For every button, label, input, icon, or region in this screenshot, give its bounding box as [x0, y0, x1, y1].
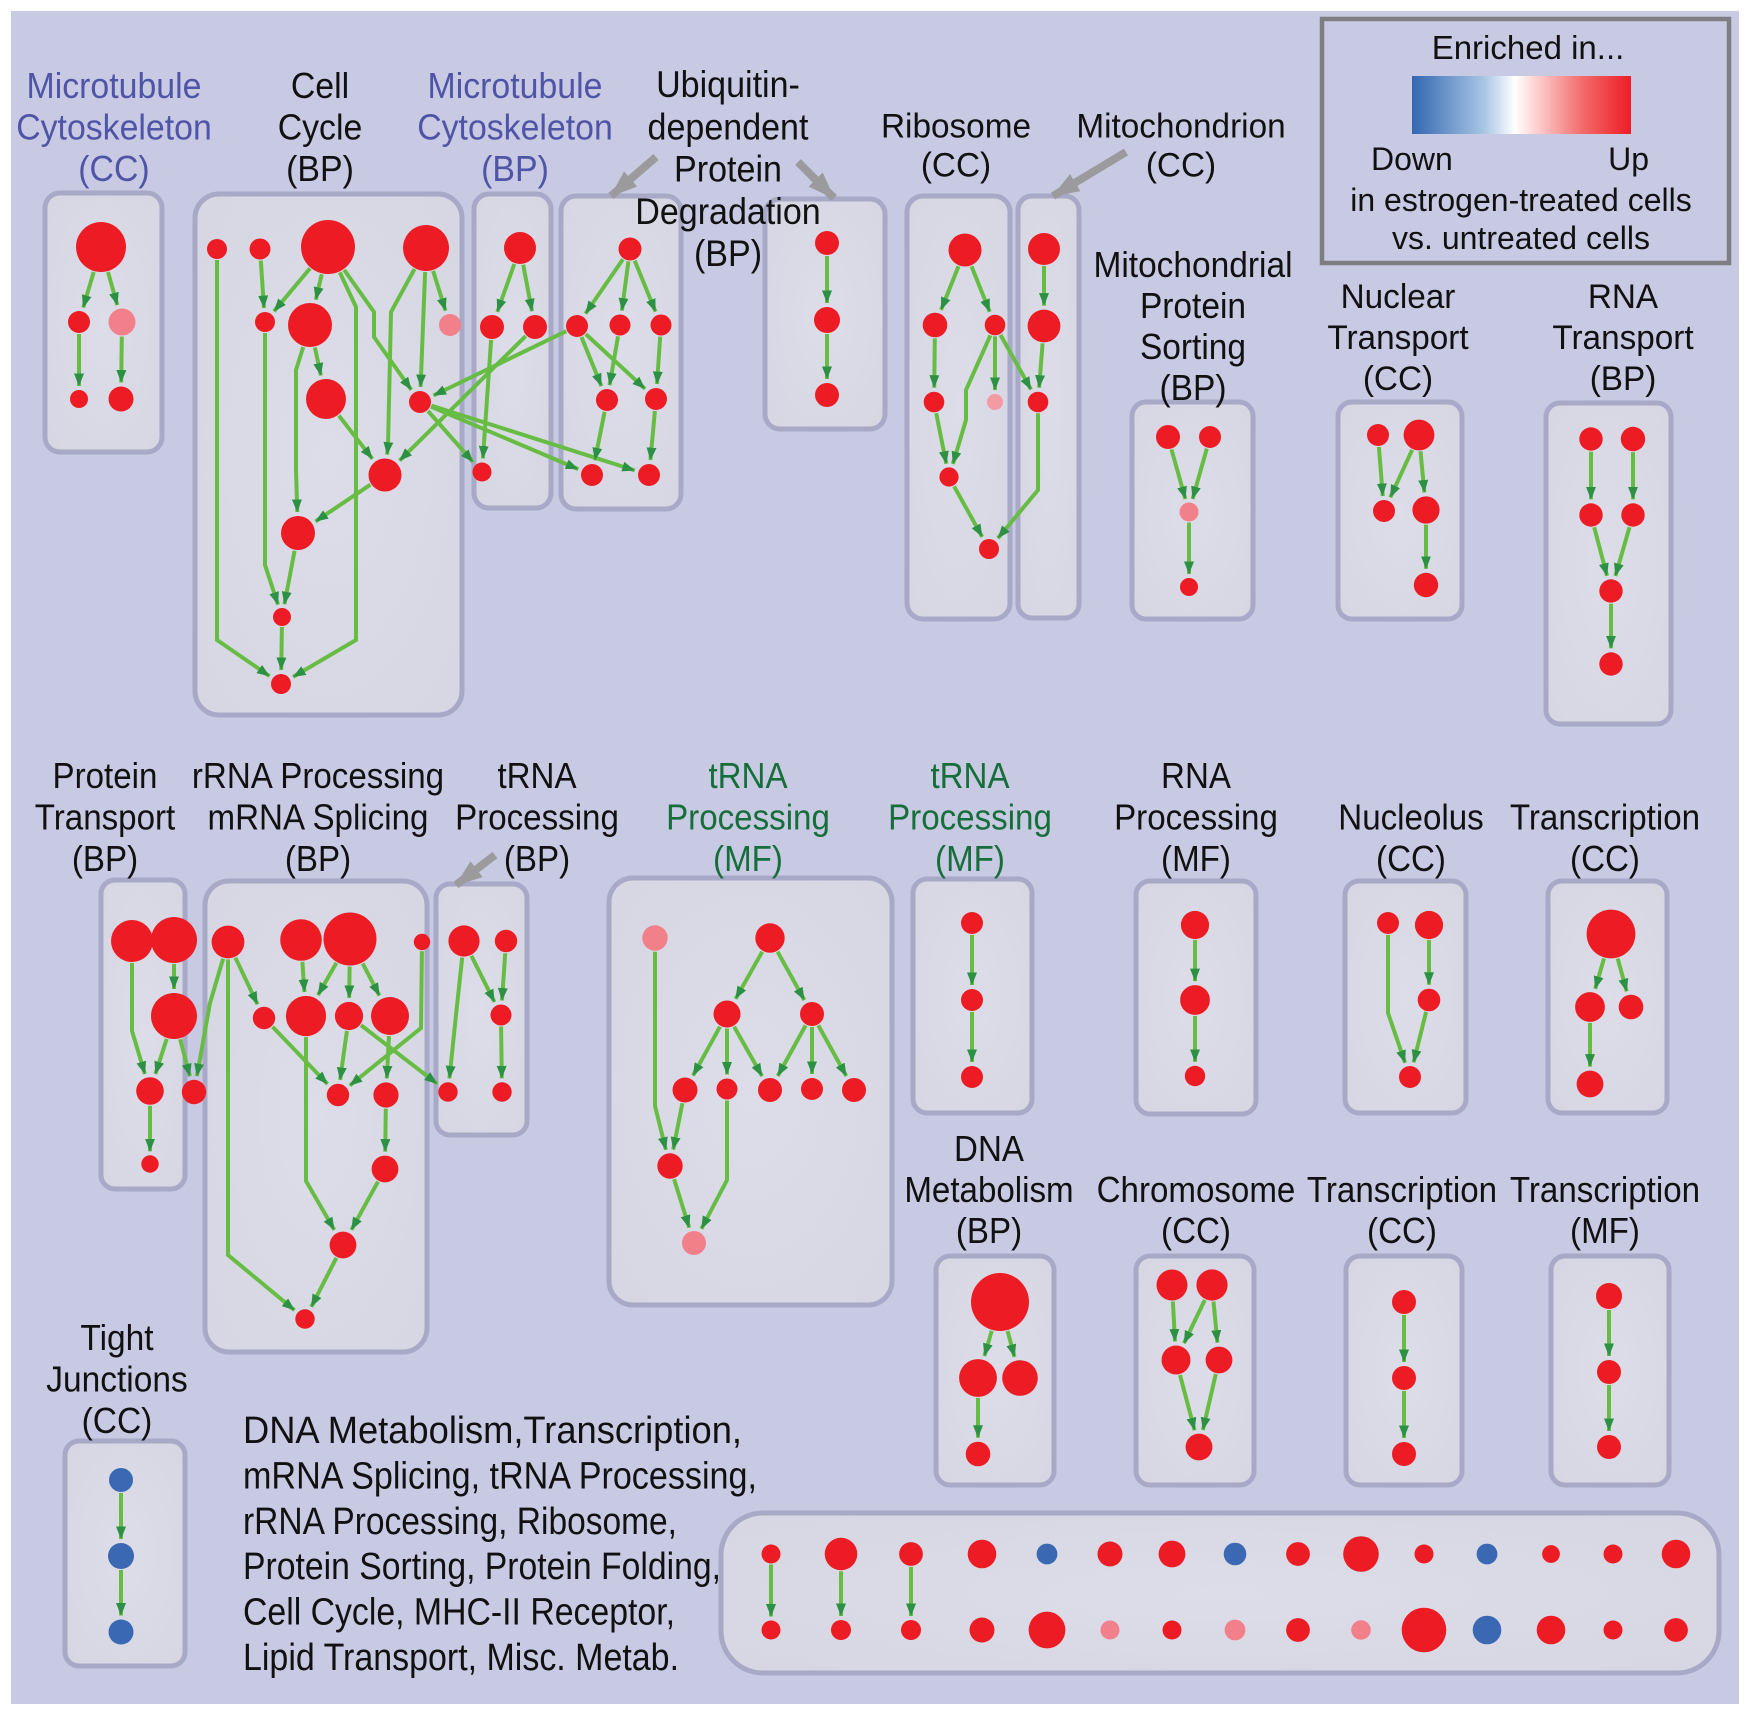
svg-text:RNA: RNA — [1588, 278, 1659, 316]
svg-text:(CC): (CC) — [82, 1400, 153, 1441]
svg-text:Ubiquitin-: Ubiquitin- — [656, 64, 800, 105]
svg-text:mRNA Splicing, tRNA Processing: mRNA Splicing, tRNA Processing, — [243, 1455, 757, 1497]
svg-text:Chromosome: Chromosome — [1097, 1169, 1296, 1210]
svg-text:(BP): (BP) — [286, 148, 354, 189]
svg-text:Microtubule: Microtubule — [27, 65, 202, 106]
svg-text:Mitochondrial: Mitochondrial — [1093, 244, 1292, 285]
svg-text:vs. untreated cells: vs. untreated cells — [1392, 220, 1650, 256]
svg-text:Metabolism: Metabolism — [904, 1169, 1073, 1210]
svg-text:Cell Cycle, MHC-II Receptor,: Cell Cycle, MHC-II Receptor, — [243, 1592, 675, 1634]
svg-text:tRNA: tRNA — [497, 755, 576, 796]
svg-text:(CC): (CC) — [78, 148, 149, 189]
svg-text:(CC): (CC) — [1376, 838, 1446, 879]
svg-text:Transport: Transport — [35, 797, 176, 838]
svg-text:rRNA Processing: rRNA Processing — [192, 755, 444, 796]
svg-text:Nucleolus: Nucleolus — [1338, 797, 1483, 838]
svg-text:(MF): (MF) — [935, 838, 1005, 879]
svg-text:(BP): (BP) — [285, 838, 351, 879]
svg-text:Mitochondrion: Mitochondrion — [1076, 108, 1285, 146]
svg-text:Processing: Processing — [1114, 797, 1278, 838]
svg-text:tRNA: tRNA — [930, 755, 1009, 796]
svg-text:Cycle: Cycle — [278, 107, 363, 148]
svg-text:Nuclear: Nuclear — [1341, 278, 1456, 316]
svg-text:Processing: Processing — [888, 797, 1052, 838]
svg-text:Protein Sorting, Protein Foldi: Protein Sorting, Protein Folding, — [243, 1546, 721, 1588]
svg-text:Processing: Processing — [455, 797, 619, 838]
svg-text:Up: Up — [1608, 141, 1649, 177]
svg-text:(BP): (BP) — [1160, 367, 1227, 408]
svg-text:Protein: Protein — [53, 755, 158, 796]
svg-text:DNA Metabolism,Transcription,: DNA Metabolism,Transcription, — [243, 1410, 742, 1452]
svg-text:Lipid Transport, Misc. Metab.: Lipid Transport, Misc. Metab. — [243, 1637, 679, 1679]
svg-text:Protein: Protein — [674, 149, 782, 190]
svg-text:(BP): (BP) — [481, 148, 549, 189]
svg-text:(CC): (CC) — [921, 147, 991, 185]
svg-text:Tight: Tight — [80, 1317, 153, 1358]
svg-text:Ribosome: Ribosome — [881, 108, 1031, 146]
svg-text:Sorting: Sorting — [1140, 326, 1246, 367]
svg-text:(MF): (MF) — [1570, 1210, 1640, 1251]
svg-text:Cytoskeleton: Cytoskeleton — [16, 107, 212, 148]
svg-text:Protein: Protein — [1140, 285, 1246, 326]
svg-text:RNA: RNA — [1161, 755, 1231, 796]
svg-text:Cell: Cell — [291, 65, 349, 106]
svg-text:(BP): (BP) — [504, 838, 570, 879]
svg-text:DNA: DNA — [954, 1128, 1024, 1169]
svg-text:tRNA: tRNA — [708, 755, 787, 796]
svg-text:(BP): (BP) — [956, 1210, 1022, 1251]
svg-text:(CC): (CC) — [1367, 1210, 1437, 1251]
svg-text:Transport: Transport — [1327, 319, 1469, 357]
svg-text:(CC): (CC) — [1146, 147, 1216, 185]
svg-text:Junctions: Junctions — [46, 1359, 187, 1400]
svg-text:Degradation: Degradation — [635, 191, 821, 232]
svg-text:Transcription: Transcription — [1510, 797, 1700, 838]
svg-text:dependent: dependent — [648, 106, 810, 147]
svg-text:(CC): (CC) — [1161, 1210, 1231, 1251]
svg-text:(CC): (CC) — [1570, 838, 1640, 879]
svg-text:(BP): (BP) — [694, 233, 762, 274]
svg-text:(CC): (CC) — [1363, 360, 1433, 398]
svg-text:rRNA Processing, Ribosome,: rRNA Processing, Ribosome, — [243, 1501, 677, 1543]
svg-text:Microtubule: Microtubule — [428, 65, 603, 106]
svg-text:Transcription: Transcription — [1510, 1169, 1700, 1210]
svg-text:(BP): (BP) — [72, 838, 138, 879]
svg-text:Transport: Transport — [1552, 319, 1694, 357]
svg-text:in estrogen-treated cells: in estrogen-treated cells — [1350, 182, 1692, 218]
svg-text:mRNA Splicing: mRNA Splicing — [208, 797, 429, 838]
svg-text:Enriched in...: Enriched in... — [1432, 29, 1625, 66]
svg-text:(MF): (MF) — [1161, 838, 1231, 879]
svg-text:Cytoskeleton: Cytoskeleton — [417, 107, 613, 148]
svg-text:Transcription: Transcription — [1307, 1169, 1497, 1210]
svg-text:Down: Down — [1371, 141, 1453, 177]
svg-text:(BP): (BP) — [1590, 360, 1657, 398]
svg-text:Processing: Processing — [666, 797, 830, 838]
svg-text:(MF): (MF) — [713, 838, 783, 879]
